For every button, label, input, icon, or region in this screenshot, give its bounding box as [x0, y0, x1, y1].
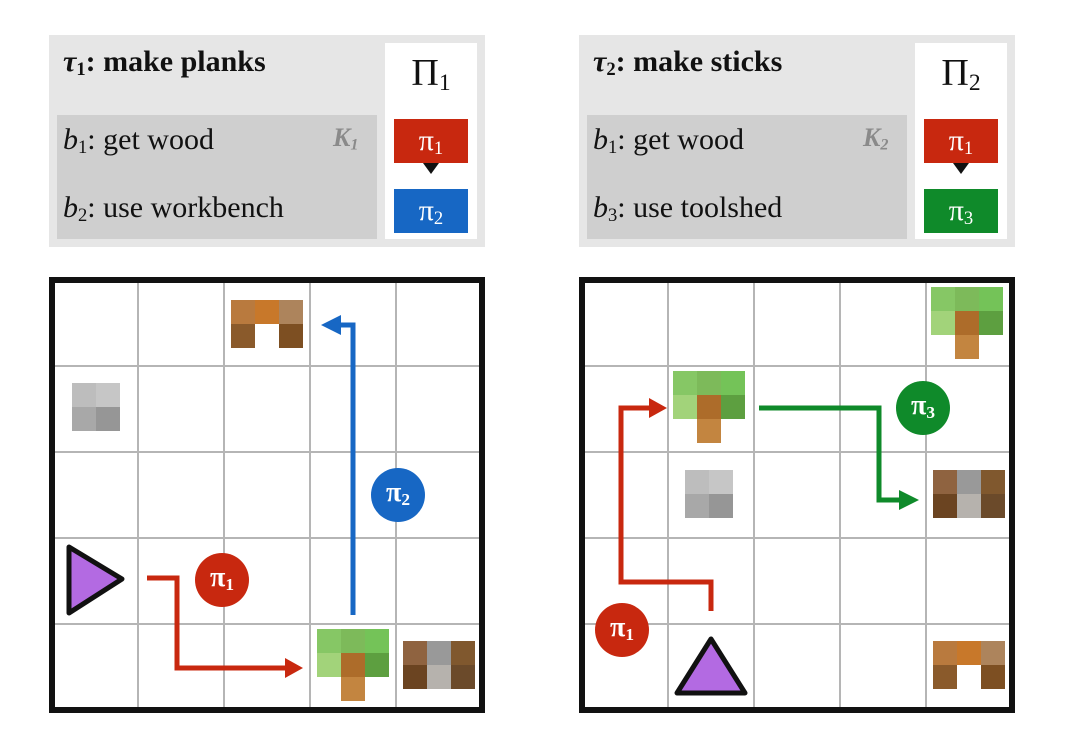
knowledge-index: 1: [350, 136, 359, 154]
agent-icon: [66, 544, 125, 616]
task-title-1: τ1: make planks: [63, 45, 266, 81]
policy-symbol: π: [948, 124, 964, 157]
stone-icon: [72, 383, 120, 431]
grid-world-1: π2 π1: [49, 277, 485, 713]
workbench-icon: [933, 641, 1005, 689]
policy-index: 1: [963, 138, 974, 160]
toolshed-icon: [403, 641, 475, 689]
grid-world-2: π3 π1: [579, 277, 1015, 713]
behavior-symbol: b: [63, 191, 78, 224]
task-title-2: τ2: make sticks: [593, 45, 782, 81]
arrowhead-pi1: [285, 658, 303, 678]
badge-symbol: π: [910, 390, 927, 421]
knowledge-box-1: b1: get wood b2: use workbench K1: [57, 115, 377, 239]
task-symbol: τ: [63, 45, 77, 78]
policy-set-symbol: Π: [941, 52, 969, 94]
behavior-index: 2: [78, 205, 88, 227]
policy-set-index: 2: [968, 70, 981, 97]
policy-symbol: π: [948, 194, 964, 227]
behavior-text: : use workbench: [87, 191, 284, 224]
knowledge-index: 2: [880, 136, 889, 154]
badge-symbol: π: [209, 562, 226, 593]
policy-set-symbol: Π: [411, 52, 439, 94]
badge-index: 3: [926, 402, 936, 422]
grid-lines: [583, 281, 1011, 709]
task-panel-2: τ2: make sticks b1: get wood b3: use too…: [579, 35, 1015, 247]
task-panel-1: τ1: make planks b1: get wood b2: use wor…: [49, 35, 485, 247]
workbench-icon: [231, 300, 303, 348]
behavior-text: : use toolshed: [617, 191, 783, 224]
badge-symbol: π: [385, 477, 402, 508]
task-index: 2: [606, 59, 616, 81]
badge-symbol: π: [609, 612, 626, 643]
arrowhead-pi3: [899, 490, 919, 510]
path-pi1: [618, 405, 714, 611]
sequence-arrow-icon: [953, 163, 969, 174]
badge-index: 2: [401, 489, 411, 509]
policy-set-box-1: Π1 π1 π2: [385, 43, 477, 239]
policy-block-blue: π2: [394, 189, 468, 233]
policy-block-red: π1: [394, 119, 468, 163]
policy-block-green: π3: [924, 189, 998, 233]
policy-block-red: π1: [924, 119, 998, 163]
policy-symbol: π: [418, 194, 434, 227]
path-pi1: [147, 575, 289, 671]
behavior-index: 3: [608, 205, 618, 227]
badge-pi1: π1: [595, 603, 649, 657]
task-name: : make sticks: [615, 45, 783, 78]
policy-set-index: 1: [438, 70, 451, 97]
path-pi3: [759, 405, 901, 503]
badge-pi2: π2: [371, 468, 425, 522]
badge-index: 1: [225, 574, 235, 594]
grid-lines: [53, 281, 481, 709]
policy-index: 1: [433, 138, 444, 160]
arrowhead-pi2: [321, 315, 341, 335]
toolshed-icon: [933, 470, 1005, 518]
behavior-symbol: b: [63, 123, 78, 156]
behavior-symbol: b: [593, 123, 608, 156]
badge-index: 1: [625, 624, 635, 644]
behavior-text: : get wood: [617, 123, 744, 156]
policy-index: 3: [963, 208, 974, 230]
behavior-symbol: b: [593, 191, 608, 224]
tree-icon: [931, 287, 1003, 359]
path-pi2: [337, 322, 356, 615]
badge-pi1: π1: [195, 553, 249, 607]
behavior-row: b2: use workbench: [63, 191, 284, 227]
arrowhead-pi1: [649, 398, 667, 418]
agent-icon: [674, 636, 748, 696]
policy-set-label: Π1: [385, 51, 477, 97]
behavior-row: b1: get wood: [63, 123, 214, 159]
behavior-row: b3: use toolshed: [593, 191, 782, 227]
grid-svg: [49, 277, 485, 713]
sequence-arrow-icon: [423, 163, 439, 174]
knowledge-label: K2: [863, 123, 888, 155]
behavior-text: : get wood: [87, 123, 214, 156]
knowledge-symbol: K: [333, 123, 351, 152]
grid-svg: [579, 277, 1015, 713]
policy-index: 2: [433, 208, 444, 230]
knowledge-box-2: b1: get wood b3: use toolshed K2: [587, 115, 907, 239]
knowledge-symbol: K: [863, 123, 881, 152]
behavior-index: 1: [608, 137, 618, 159]
policy-set-box-2: Π2 π1 π3: [915, 43, 1007, 239]
behavior-row: b1: get wood: [593, 123, 744, 159]
task-index: 1: [76, 59, 86, 81]
task-name: : make planks: [85, 45, 266, 78]
knowledge-label: K1: [333, 123, 358, 155]
task-symbol: τ: [593, 45, 607, 78]
tree-icon: [317, 629, 389, 701]
stone-icon: [685, 470, 733, 518]
policy-symbol: π: [418, 124, 434, 157]
tree-icon: [673, 371, 745, 443]
policy-set-label: Π2: [915, 51, 1007, 97]
behavior-index: 1: [78, 137, 88, 159]
badge-pi3: π3: [896, 381, 950, 435]
